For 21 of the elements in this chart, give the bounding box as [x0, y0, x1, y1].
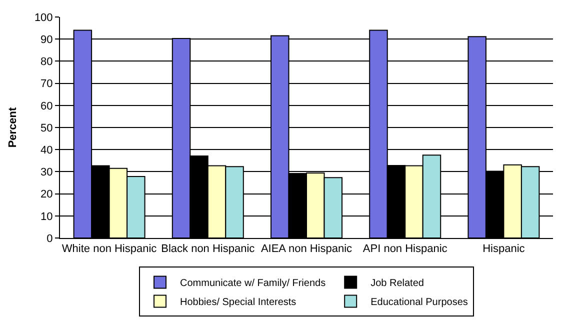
- x-tick-label: White non Hispanic: [62, 243, 158, 256]
- legend-label: Communicate w/ Family/ Friends: [180, 278, 326, 290]
- y-tick-label: 60: [40, 100, 53, 112]
- x-tick-label: Black non Hispanic: [161, 243, 256, 256]
- y-tick-label: 0: [46, 232, 53, 245]
- x-tick-label: Hispanic: [482, 243, 526, 256]
- legend-label: Hobbies/ Special Interests: [180, 297, 296, 308]
- y-tick-label: 10: [40, 210, 53, 223]
- x-tick-label: AIEA non Hispanic: [260, 243, 353, 256]
- y-tick-label: 70: [40, 78, 53, 90]
- y-tick-label: 80: [40, 56, 53, 68]
- y-tick-label: 20: [40, 188, 53, 201]
- x-tick-label: API non Hispanic: [362, 243, 448, 256]
- y-tick-label: 50: [40, 122, 53, 134]
- y-tick-label: 40: [40, 144, 53, 156]
- y-tick-label: 30: [40, 166, 53, 179]
- legend-label: Job Related: [370, 278, 424, 290]
- y-axis-title: Percent: [7, 106, 20, 148]
- y-tick-label: 90: [40, 34, 53, 46]
- legend-label: Educational Purposes: [370, 297, 468, 308]
- y-tick-label: 100: [34, 12, 53, 24]
